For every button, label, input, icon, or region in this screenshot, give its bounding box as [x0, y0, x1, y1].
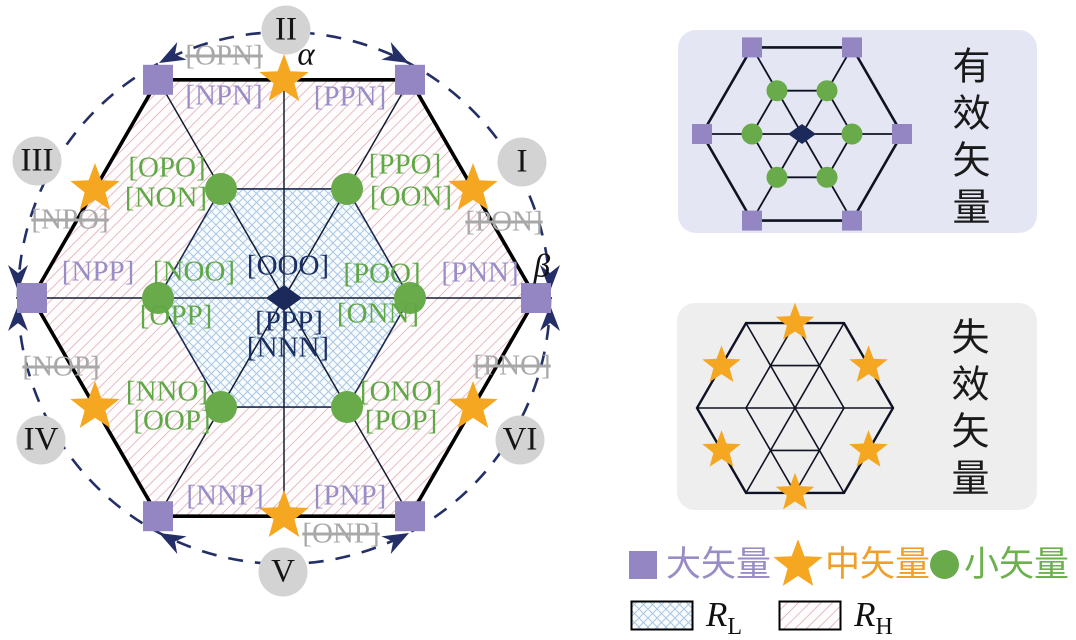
- vector-label-nnn: [NNN]: [246, 331, 330, 364]
- vector-label-pon: [PON]: [465, 205, 543, 238]
- valid-vectors-title: 有效矢量: [946, 46, 988, 234]
- large-vector-markers: [692, 37, 912, 231]
- vector-label-pnp: [PNP]: [313, 479, 387, 512]
- rh-region-label: RH: [854, 595, 893, 640]
- sector-badge-iv: IV: [16, 415, 66, 465]
- large-vector-markers: [17, 64, 551, 532]
- vector-label-oon: [OON]: [369, 180, 453, 213]
- hexagon-graphic: [8, 30, 560, 566]
- vector-label-opp: [OPP]: [139, 299, 213, 332]
- failed-vectors-hexagon: [695, 303, 895, 510]
- vector-label-opo: [OPO]: [128, 151, 206, 184]
- vector-label-ppo: [PPO]: [368, 148, 442, 181]
- vector-label-ppp: [PPP]: [255, 305, 323, 338]
- sector-badge-i: I: [497, 137, 547, 187]
- rl-region-label: RL: [706, 595, 743, 640]
- small-vector-marker: [331, 173, 363, 205]
- rl-region-swatch: [630, 600, 694, 630]
- beta-axis-label: β: [533, 248, 551, 285]
- vector-label-nnp: [NNP]: [186, 479, 264, 512]
- medium-vector-legend-icon: [773, 539, 823, 586]
- medium-vector-legend-label: 中矢量: [825, 545, 931, 584]
- vector-label-non: [NON]: [124, 181, 208, 214]
- vector-label-oop: [OOP]: [133, 404, 211, 437]
- large-vector-marker: [17, 283, 47, 313]
- alpha-axis-label: α: [297, 36, 315, 73]
- sector-badge-ii: II: [261, 5, 311, 55]
- small-vector-marker: [331, 391, 363, 423]
- small-vector-markers: [741, 80, 863, 188]
- zero-vector-marker: [788, 124, 816, 144]
- small-vector-legend-icon: [930, 550, 960, 579]
- large-vector-marker: [395, 501, 425, 532]
- medium-vector-markers: [702, 303, 888, 510]
- vector-label-npp: [NPP]: [61, 255, 135, 288]
- small-vector-markers: [142, 173, 426, 423]
- sector-badge-v: V: [258, 547, 308, 597]
- valid-vectors-panel: 有效矢量: [678, 30, 1037, 234]
- legend-markers-row: 大矢量 中矢量 小矢量: [629, 539, 1070, 588]
- legend-regions-row: RL RH: [630, 595, 893, 640]
- vector-label-pop: [POP]: [364, 404, 438, 437]
- vector-label-ppn: [PPN]: [313, 80, 387, 113]
- sector-badge-iii: III: [12, 136, 62, 186]
- vector-label-ooo: [OOO]: [246, 249, 330, 282]
- large-vector-legend-label: 大矢量: [666, 545, 772, 584]
- space-vector-diagram: II I III IV VI V α β [OPN] [NPO] [PON] […: [8, 5, 560, 597]
- sector-badge-vi: VI: [495, 415, 545, 465]
- vector-label-nop: [NOP]: [22, 350, 100, 383]
- vector-label-onn: [ONN]: [336, 297, 420, 330]
- large-vector-legend-icon: [629, 550, 657, 579]
- small-vector-marker: [394, 282, 426, 314]
- vector-label-onp: [ONP]: [302, 517, 380, 550]
- small-vector-legend-label: 小矢量: [964, 545, 1070, 584]
- rh-region-swatch: [778, 600, 842, 630]
- zero-vector-marker: [266, 285, 302, 311]
- large-vector-marker: [521, 283, 551, 313]
- large-vector-marker: [143, 64, 173, 95]
- large-vector-marker: [395, 64, 425, 95]
- small-vector-marker: [142, 282, 174, 314]
- failed-vectors-title: 失效矢量: [945, 317, 987, 505]
- vector-label-poo: [POO]: [343, 257, 421, 290]
- vector-label-npo: [NPO]: [31, 203, 109, 236]
- vector-label-pnn: [PNN]: [441, 256, 519, 289]
- vector-label-ono: [ONO]: [359, 375, 443, 408]
- small-vector-marker: [205, 173, 237, 205]
- vector-label-opn: [OPN]: [185, 39, 263, 72]
- vector-label-nno: [NNO]: [125, 375, 209, 408]
- failed-vectors-panel: 失效矢量: [677, 303, 1037, 510]
- large-vector-marker: [143, 501, 173, 532]
- vector-label-noo: [NOO]: [152, 255, 236, 288]
- vector-label-pno: [PNO]: [473, 349, 551, 382]
- vector-label-npn: [NPN]: [185, 79, 263, 112]
- valid-vectors-hexagon: [692, 37, 912, 231]
- small-vector-marker: [205, 391, 237, 423]
